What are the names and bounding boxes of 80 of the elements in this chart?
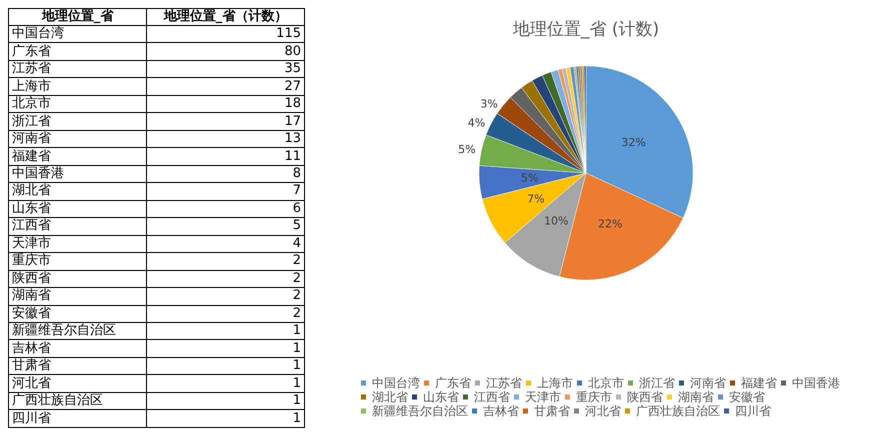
data-label: 2 bbox=[146, 305, 304, 322]
category-label: 甘肃省 bbox=[8, 357, 146, 375]
category-label: 江苏省 bbox=[8, 60, 146, 78]
category-label: 重庆市 bbox=[8, 252, 146, 270]
data-label: 32% bbox=[621, 136, 646, 150]
legend-label: 中国台湾 bbox=[372, 376, 420, 390]
category-label: 北京市 bbox=[8, 95, 146, 113]
legend-label: 浙江省 bbox=[639, 376, 675, 390]
text: 地理位置_省（计数） bbox=[146, 8, 304, 26]
data-label: 27 bbox=[146, 78, 304, 96]
legend-label: 江西省 bbox=[474, 390, 510, 404]
data-label: 1 bbox=[146, 410, 304, 428]
category-label: 中国香港 bbox=[8, 165, 146, 183]
chart-title: 地理位置_省 (计数) bbox=[512, 20, 660, 40]
category-label: 江西省 bbox=[8, 218, 146, 236]
legend-label: 天津市 bbox=[525, 390, 561, 404]
data-label: 5% bbox=[520, 171, 538, 184]
data-label: 5 bbox=[146, 218, 304, 236]
legend-label: 四川省 bbox=[735, 404, 771, 418]
category-label: 广东省 bbox=[8, 42, 146, 60]
legend-label: 河南省 bbox=[690, 376, 726, 390]
category-label: 吉林省 bbox=[8, 340, 146, 358]
data-label: 3% bbox=[480, 97, 498, 110]
data-label: 17 bbox=[146, 112, 304, 130]
category-label: 天津市 bbox=[8, 235, 146, 253]
legend-label: 甘肃省 bbox=[534, 404, 570, 418]
legend-label: 重庆市 bbox=[576, 390, 612, 404]
data-label: 22% bbox=[598, 218, 622, 231]
data-label: 80 bbox=[146, 42, 304, 60]
category-label: 四川省 bbox=[8, 410, 146, 428]
legend-label: 新疆维吾尔自治区 bbox=[372, 404, 468, 418]
legend-label: 广西壮族自治区 bbox=[636, 404, 720, 418]
data-label: 35 bbox=[146, 60, 304, 78]
data-label: 8 bbox=[146, 165, 304, 183]
data-label: 2 bbox=[146, 270, 304, 288]
data-label: 10% bbox=[544, 214, 568, 228]
category-label: 湖北省 bbox=[8, 182, 146, 200]
category-label: 湖南省 bbox=[8, 288, 146, 305]
category-label: 陕西省 bbox=[8, 270, 146, 288]
category-label: 广西壮族自治区 bbox=[8, 392, 146, 410]
legend-label: 河北省 bbox=[585, 404, 621, 418]
data-label: 1 bbox=[146, 392, 304, 410]
data-label: 2 bbox=[146, 288, 304, 305]
category-label: 安徽省 bbox=[8, 305, 146, 322]
category-label: 浙江省 bbox=[8, 112, 146, 130]
legend-label: 中国香港 bbox=[792, 376, 840, 390]
category-label: 福建省 bbox=[8, 148, 146, 166]
legend-label: 湖南省 bbox=[678, 390, 714, 404]
data-label: 18 bbox=[146, 95, 304, 113]
category-label: 河南省 bbox=[8, 130, 146, 148]
legend-label: 陕西省 bbox=[627, 390, 663, 404]
data-label: 1 bbox=[146, 374, 304, 392]
text: 地理位置_省 bbox=[8, 8, 146, 26]
data-label: 2 bbox=[146, 252, 304, 270]
data-label: 13 bbox=[146, 130, 304, 148]
category-label: 河北省 bbox=[8, 374, 146, 392]
category-label: 山东省 bbox=[8, 200, 146, 218]
data-label: 7 bbox=[146, 182, 304, 200]
data-label: 4% bbox=[468, 116, 486, 130]
legend-label: 湖北省 bbox=[372, 390, 408, 404]
category-label: 中国台湾 bbox=[8, 26, 146, 43]
legend-label: 福建省 bbox=[741, 376, 777, 390]
category-label: 上海市 bbox=[8, 78, 146, 96]
legend-label: 山东省 bbox=[423, 390, 459, 404]
data-label: 1 bbox=[146, 340, 304, 358]
data-label: 4 bbox=[146, 235, 304, 253]
data-label: 7% bbox=[527, 192, 545, 206]
legend-label: 北京市 bbox=[588, 376, 624, 390]
legend-label: 江苏省 bbox=[486, 376, 522, 390]
legend-label: 上海市 bbox=[537, 376, 573, 390]
data-label: 6 bbox=[146, 200, 304, 218]
data-label: 1 bbox=[146, 357, 304, 375]
legend-label: 广东省 bbox=[435, 376, 471, 390]
category-label: 新疆维吾尔自治区 bbox=[8, 322, 146, 340]
data-label: 1 bbox=[146, 322, 304, 340]
data-label: 5% bbox=[458, 143, 476, 156]
data-label: 11 bbox=[146, 148, 304, 166]
data-label: 115 bbox=[146, 26, 304, 43]
legend-label: 吉林省 bbox=[483, 404, 519, 418]
legend-label: 安徽省 bbox=[729, 390, 765, 404]
